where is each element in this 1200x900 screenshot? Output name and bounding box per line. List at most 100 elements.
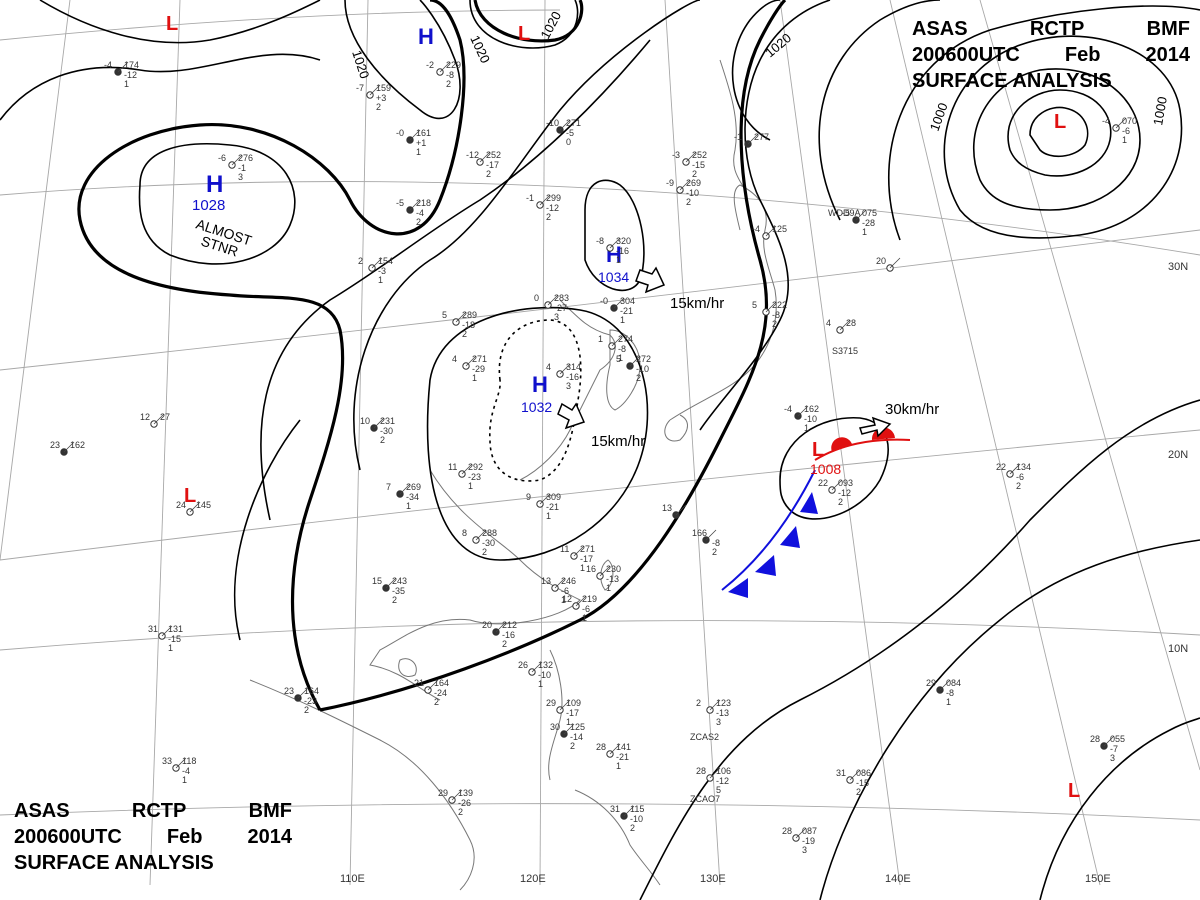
isobar — [260, 39, 651, 521]
header-row-1: ASAS RCTP BMF — [14, 798, 292, 824]
station-pressure: 154 — [378, 256, 393, 266]
wind-barb — [559, 119, 571, 131]
station-dewpoint: -12 — [546, 203, 559, 213]
coastline-indochina — [249, 679, 475, 891]
low-pressure-symbol: L — [518, 23, 530, 45]
wind-barb — [573, 545, 585, 557]
station-dewpoint: -6 — [1122, 126, 1130, 136]
station-plot: 0 283-273 — [534, 293, 569, 322]
station-plot: 21 164-242 — [414, 678, 449, 707]
wind-barb — [765, 225, 777, 237]
station-pressure: 304 — [620, 296, 635, 306]
wind-barb — [831, 479, 843, 491]
station-temp: 20 — [876, 256, 886, 266]
header-time: 200600UTC — [14, 826, 122, 848]
station-pressure: 162 — [804, 404, 819, 414]
station-plot: -4 125 — [752, 224, 787, 240]
station-pressure: 115 — [630, 804, 644, 814]
isobar — [943, 35, 1183, 239]
isobar — [639, 399, 1200, 900]
station-dewpoint: -12 — [716, 776, 729, 786]
station-temp: -9 — [666, 178, 674, 188]
station-plot: 31 131-151 — [148, 624, 183, 653]
station-dewpoint: -10 — [804, 414, 817, 424]
meridian-line — [539, 0, 546, 886]
station-dewpoint: -21 — [616, 752, 629, 762]
wind-barb — [939, 679, 951, 691]
station-plot: 31 086-152 — [836, 768, 871, 797]
station-plot: 166 -82 — [692, 528, 720, 557]
station-tendency: 3 — [1110, 753, 1115, 763]
station-pressure: 134 — [1016, 462, 1031, 472]
wind-barb — [189, 501, 201, 513]
isobar — [469, 0, 579, 49]
station-pressure: 132 — [538, 660, 553, 670]
station-temp: 31 — [610, 804, 620, 814]
station-plot: 13 — [662, 503, 687, 519]
parallel-line — [0, 429, 1200, 561]
station-temp: -1 — [734, 132, 742, 142]
high-pressure-symbol: H — [532, 372, 548, 397]
wind-barb — [609, 743, 621, 755]
station-temp: 29 — [546, 698, 556, 708]
station-pressure: 292 — [468, 462, 483, 472]
station-pressure: 164 — [434, 678, 449, 688]
parallel-line — [0, 9, 561, 41]
station-temp: 5 — [752, 300, 757, 310]
station-pressure: 252 — [486, 150, 501, 160]
station-temp: 15 — [372, 576, 382, 586]
isobar-label: 1020 — [762, 30, 794, 60]
isobar — [0, 53, 321, 121]
isobar-label: 1020 — [467, 33, 493, 66]
station-plot: -5 218-42 — [396, 198, 431, 227]
station-tendency: 2 — [434, 697, 439, 707]
station-temp: -12 — [466, 150, 479, 160]
parallel-line — [0, 803, 1200, 821]
station-tendency: 1 — [468, 481, 473, 491]
station-pressure: 222 — [772, 300, 787, 310]
station-dewpoint: -4 — [416, 208, 424, 218]
isobars-bold — [77, 0, 787, 712]
motion-label: 15km/hr — [670, 295, 724, 312]
wind-barb — [623, 805, 635, 817]
station-pressure: 087 — [802, 826, 817, 836]
wind-barb — [709, 767, 721, 779]
station-temp: 166 — [692, 528, 707, 538]
station-dewpoint: -23 — [468, 472, 481, 482]
station-dewpoint: -12 — [838, 488, 851, 498]
wind-barb — [705, 529, 717, 541]
station-pressure: 219 — [582, 594, 597, 604]
station-plot: 33 118-41 — [162, 756, 196, 785]
station-pressure: 093 — [838, 478, 853, 488]
wind-barb — [795, 827, 807, 839]
wind-barb — [839, 319, 851, 331]
station-pressure: 231 — [380, 416, 395, 426]
station-plot: -2 229-82 — [426, 60, 461, 89]
wind-barb — [611, 335, 623, 347]
station-pressure: 269 — [686, 178, 701, 188]
wind-barb — [427, 679, 439, 691]
station-pressure: 218 — [416, 198, 431, 208]
station-plot: 4 28 — [826, 318, 856, 334]
station-dewpoint: -5 — [566, 128, 574, 138]
station-temp: 2 — [358, 256, 363, 266]
header-row-1: ASAS RCTP BMF — [912, 16, 1190, 42]
station-plot: 4 314-163 — [546, 362, 581, 391]
ship-id: ZCAS2 — [690, 732, 719, 742]
isobar — [353, 0, 701, 471]
station-temp: 10 — [360, 416, 370, 426]
station-pressure: 230 — [606, 564, 621, 574]
station-tendency: 2 — [482, 547, 487, 557]
header-year: 2014 — [247, 826, 293, 848]
station-dewpoint: -16 — [616, 246, 629, 256]
wind-barb — [747, 133, 759, 145]
station-tendency: 1 — [606, 583, 611, 593]
wind-barb — [889, 257, 901, 269]
station-temp: 23 — [284, 686, 294, 696]
station-plot: 16 230-131 — [586, 564, 621, 593]
station-dewpoint: -30 — [482, 538, 495, 548]
station-plot: 2 123-133 — [696, 698, 731, 727]
station-pressure: 139 — [458, 788, 473, 798]
